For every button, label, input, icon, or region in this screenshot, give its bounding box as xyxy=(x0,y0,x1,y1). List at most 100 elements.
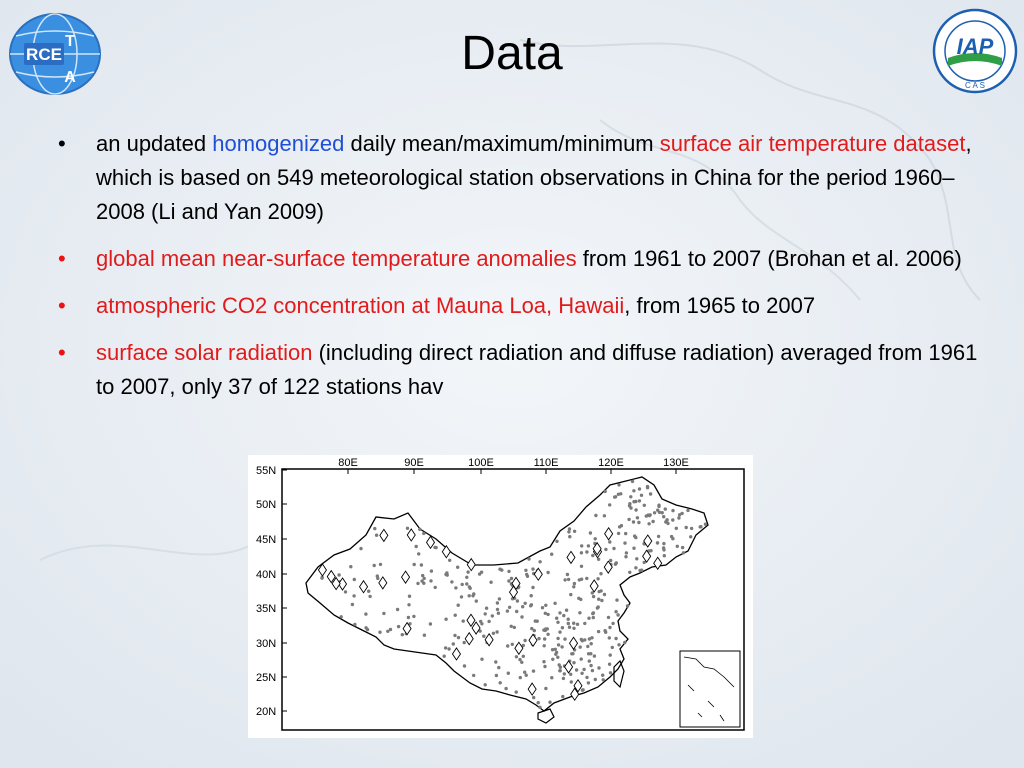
station-dot xyxy=(407,594,412,598)
station-dot xyxy=(567,530,571,534)
station-dot xyxy=(603,629,607,633)
bullet-item: atmospheric CO2 concentration at Mauna L… xyxy=(56,289,986,323)
station-dot xyxy=(556,636,560,641)
station-dot xyxy=(489,580,493,584)
station-dot xyxy=(593,537,597,541)
lon-label: 90E xyxy=(404,457,424,469)
station-dot xyxy=(596,557,601,561)
station-dot xyxy=(587,616,591,620)
station-dot xyxy=(563,578,567,582)
station-dot xyxy=(569,672,573,676)
station-dot xyxy=(591,611,595,616)
station-dot xyxy=(624,551,629,555)
station-dot xyxy=(652,511,657,515)
station-dot xyxy=(350,602,355,607)
radiation-station-diamond xyxy=(441,544,451,559)
station-dot xyxy=(572,529,577,533)
station-dot xyxy=(639,493,644,497)
station-dot xyxy=(416,581,420,586)
bullet-text: an updated xyxy=(96,131,213,156)
station-dot xyxy=(608,671,613,675)
station-dot xyxy=(578,611,582,615)
station-dot xyxy=(602,592,607,597)
station-dot xyxy=(592,654,597,658)
station-dot xyxy=(422,576,426,581)
station-dot xyxy=(521,643,525,648)
station-dot xyxy=(543,637,547,641)
radiation-station-diamond xyxy=(643,534,653,548)
station-dot xyxy=(412,562,416,567)
station-dot xyxy=(555,539,559,543)
station-dot xyxy=(560,626,565,630)
station-dot xyxy=(580,544,584,548)
station-dot xyxy=(656,534,661,539)
station-dot xyxy=(596,577,600,581)
station-dot xyxy=(544,603,548,607)
station-dot xyxy=(572,661,576,665)
station-dot xyxy=(570,652,574,656)
station-dot xyxy=(396,624,401,629)
station-dot xyxy=(580,639,584,643)
bullet-item: surface solar radiation (including direc… xyxy=(56,336,986,404)
highlight-red: surface solar radiation xyxy=(96,340,313,365)
station-dot xyxy=(597,666,601,670)
station-dot xyxy=(434,545,438,550)
station-dot xyxy=(444,617,448,621)
station-dot xyxy=(566,617,570,621)
radiation-station-diamond xyxy=(564,660,574,674)
station-dot xyxy=(405,526,410,530)
station-dot xyxy=(514,690,518,694)
radiation-station-diamond xyxy=(484,632,494,647)
station-dot xyxy=(574,668,579,672)
station-dot xyxy=(611,621,615,626)
station-dot xyxy=(578,645,582,649)
station-dot xyxy=(600,598,604,603)
station-dot xyxy=(543,664,547,669)
station-dot xyxy=(523,670,527,674)
station-dot xyxy=(657,504,661,509)
station-dot xyxy=(442,654,446,658)
slide-title: Data xyxy=(461,27,563,80)
station-dot xyxy=(601,673,605,677)
lat-label: 25N xyxy=(256,672,276,684)
lat-label: 35N xyxy=(256,603,276,615)
radiation-station-diamond xyxy=(573,678,583,693)
radiation-station-diamond xyxy=(570,687,580,702)
station-dot xyxy=(543,611,547,615)
station-dot xyxy=(590,636,594,640)
station-dot xyxy=(367,589,371,593)
station-dot xyxy=(482,634,486,638)
station-dot xyxy=(566,577,571,582)
station-dot xyxy=(373,526,377,531)
station-dot xyxy=(585,675,589,680)
station-dot xyxy=(495,601,500,605)
station-dot xyxy=(579,564,584,568)
station-dot xyxy=(448,558,452,562)
bullet-text: (including direct radiation and diffuse … xyxy=(96,340,978,399)
station-dot xyxy=(484,606,489,610)
station-dot xyxy=(634,508,638,512)
station-dot xyxy=(572,626,576,630)
station-dot xyxy=(472,673,476,678)
bullet-item: an updated homogenized daily mean/maximu… xyxy=(56,127,986,229)
station-dot xyxy=(627,517,631,522)
station-dot xyxy=(530,626,534,631)
station-dot xyxy=(585,550,589,554)
station-dot xyxy=(540,606,545,610)
station-dot xyxy=(497,597,502,601)
station-dot xyxy=(663,507,667,511)
station-dot xyxy=(491,631,496,635)
station-dot xyxy=(606,615,611,620)
bullet-text: , which is based on 549 meteorological s… xyxy=(96,131,972,224)
station-dot xyxy=(580,671,584,675)
station-dot xyxy=(579,551,584,555)
station-dot xyxy=(625,604,630,608)
station-dot xyxy=(433,585,437,590)
station-dot xyxy=(414,544,418,549)
station-dot xyxy=(532,628,536,633)
station-dot xyxy=(657,510,662,514)
station-dot xyxy=(665,518,669,523)
radiation-station-diamond xyxy=(653,556,663,571)
radiation-station-diamond xyxy=(527,682,537,696)
station-dot xyxy=(637,520,641,525)
